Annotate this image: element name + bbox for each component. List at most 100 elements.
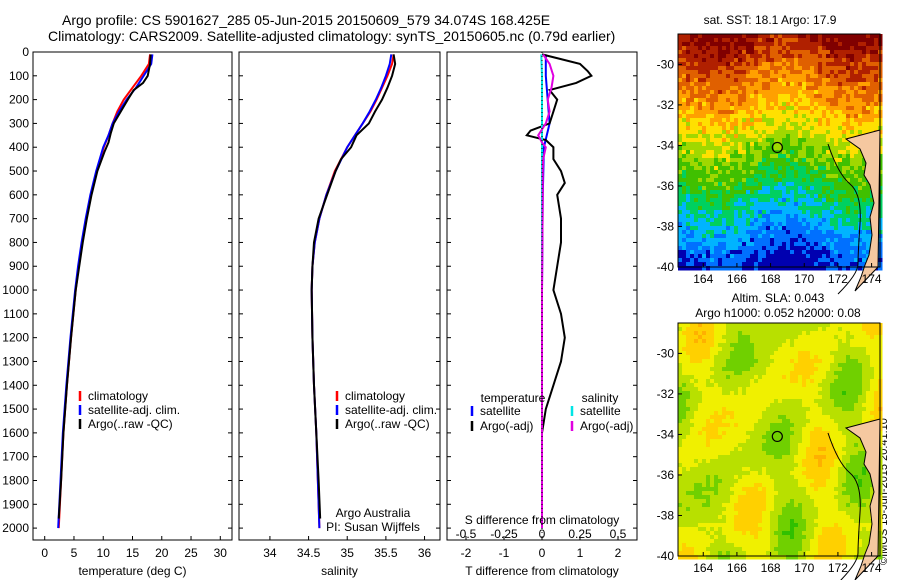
map-cell: [822, 447, 827, 452]
map-cell: [774, 190, 779, 195]
map-cell: [722, 427, 727, 432]
map-cell: [726, 190, 731, 195]
map-cell: [830, 82, 835, 87]
map-cell: [794, 54, 799, 59]
map-cell: [746, 258, 751, 263]
map-cell: [822, 118, 827, 123]
map-cell: [774, 70, 779, 75]
map-cell: [778, 443, 783, 448]
map-cell: [722, 66, 727, 71]
map-cell: [822, 363, 827, 368]
map-cell: [830, 98, 835, 103]
map-cell: [754, 339, 759, 344]
map-cell: [806, 190, 811, 195]
map-cell: [842, 331, 847, 336]
map-cell: [798, 182, 803, 187]
header-line-1: Argo profile: CS 5901627_285 05-Jun-2015…: [62, 12, 551, 28]
map-cell: [838, 451, 843, 456]
map-cell: [754, 154, 759, 159]
map-cell: [786, 242, 791, 247]
map-cell: [746, 238, 751, 243]
map-cell: [686, 451, 691, 456]
map-cell: [806, 258, 811, 263]
map-cell: [818, 98, 823, 103]
map-cell: [850, 38, 855, 43]
map-cell: [814, 419, 819, 424]
map-cell: [734, 391, 739, 396]
map-cell: [686, 166, 691, 171]
map-cell: [770, 238, 775, 243]
map-cell: [714, 371, 719, 376]
map-cell: [722, 371, 727, 376]
map-cell: [718, 70, 723, 75]
map-cell: [726, 118, 731, 123]
map-cell: [834, 218, 839, 223]
map-cell: [794, 343, 799, 348]
map-cell: [690, 327, 695, 332]
map-cell: [842, 339, 847, 344]
map-cell: [710, 198, 715, 203]
y-tick-label: 1400: [2, 378, 29, 392]
map-cell: [694, 379, 699, 384]
map-cell: [750, 98, 755, 103]
map-cell: [854, 130, 859, 135]
map-cell: [718, 222, 723, 227]
map-cell: [810, 106, 815, 111]
map-cell: [814, 427, 819, 432]
contour-line: [827, 143, 861, 295]
map-cell: [854, 82, 859, 87]
map-cell: [690, 194, 695, 199]
map-cell: [698, 62, 703, 67]
map-cell: [818, 258, 823, 263]
map-cell: [850, 58, 855, 63]
map-cell: [810, 411, 815, 416]
map-cell: [786, 363, 791, 368]
legend-label: satellite-adj. clim.: [345, 403, 437, 417]
map-cell: [830, 186, 835, 191]
map-cell: [718, 98, 723, 103]
map-cell: [814, 230, 819, 235]
map-cell: [726, 391, 731, 396]
map-cell: [734, 347, 739, 352]
map-cell: [722, 178, 727, 183]
map-cell: [830, 375, 835, 380]
map-cell: [762, 174, 767, 179]
map-cell: [706, 375, 711, 380]
map-cell: [746, 214, 751, 219]
map-cell: [742, 363, 747, 368]
map-cell: [838, 158, 843, 163]
map-cell: [838, 154, 843, 159]
map-cell: [798, 383, 803, 388]
map-cell: [826, 419, 831, 424]
map-cell: [802, 423, 807, 428]
map-cell: [730, 407, 735, 412]
map-cell: [810, 250, 815, 255]
map-cell: [838, 138, 843, 143]
map-cell: [806, 395, 811, 400]
map-cell: [758, 339, 763, 344]
map-cell: [690, 170, 695, 175]
map-cell: [750, 383, 755, 388]
map-cell: [774, 74, 779, 79]
map-cell: [854, 242, 859, 247]
map-cell: [770, 130, 775, 135]
map-cell: [838, 407, 843, 412]
map-cell: [790, 258, 795, 263]
map-cell: [682, 194, 687, 199]
map-cell: [818, 234, 823, 239]
map-cell: [830, 383, 835, 388]
map-cell: [686, 262, 691, 267]
map-cell: [774, 62, 779, 67]
map-cell: [698, 371, 703, 376]
map-cell: [850, 447, 855, 452]
series-line: [537, 53, 555, 529]
map-cell: [734, 331, 739, 336]
map-cell: [678, 411, 683, 416]
map-cell: [718, 154, 723, 159]
map-cell: [714, 66, 719, 71]
map-cell: [698, 126, 703, 131]
map-cell: [814, 387, 819, 392]
map-cell: [814, 371, 819, 376]
map-cell: [686, 62, 691, 67]
map-cell: [830, 371, 835, 376]
